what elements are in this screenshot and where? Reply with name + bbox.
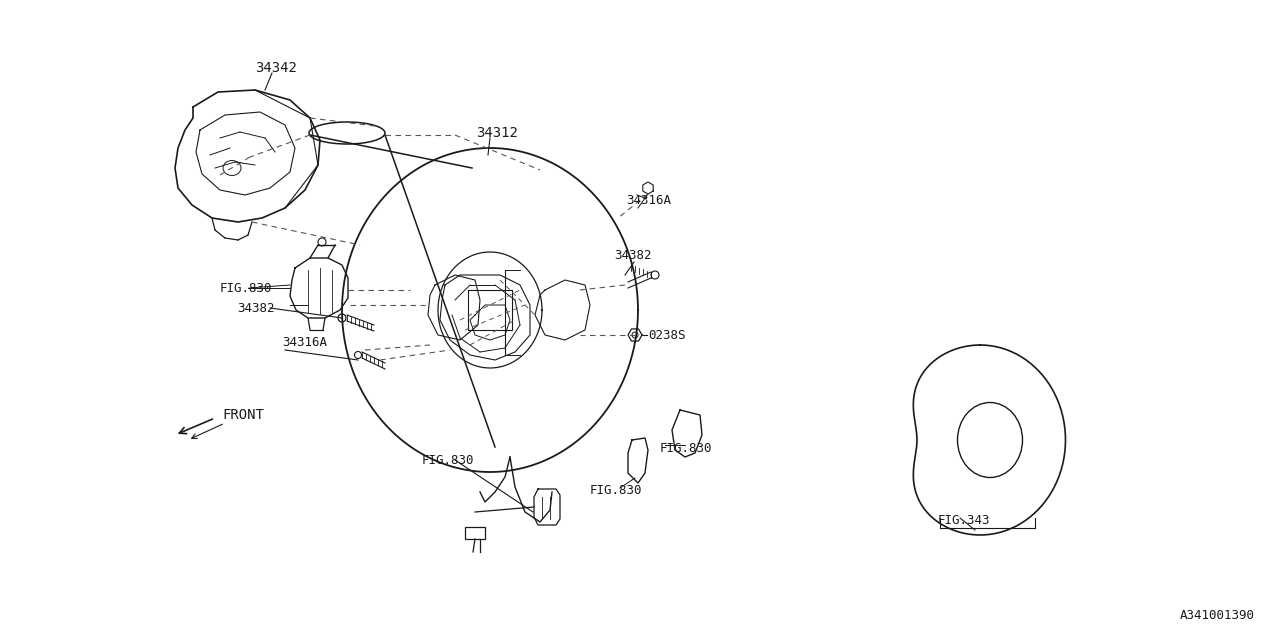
Text: FIG.830: FIG.830 [660,442,713,454]
Text: FIG.830: FIG.830 [422,454,475,467]
Text: 34382: 34382 [237,301,274,314]
Text: 34316A: 34316A [626,193,671,207]
Text: FRONT: FRONT [221,408,264,422]
Text: A341001390: A341001390 [1180,609,1254,622]
Text: 34342: 34342 [255,61,297,75]
Text: 0238S: 0238S [648,328,686,342]
Text: 34382: 34382 [614,248,652,262]
Text: 34312: 34312 [476,126,518,140]
Text: FIG.830: FIG.830 [590,483,643,497]
Text: FIG.343: FIG.343 [938,513,991,527]
Text: 34316A: 34316A [282,335,326,349]
Text: FIG.830: FIG.830 [220,282,273,294]
